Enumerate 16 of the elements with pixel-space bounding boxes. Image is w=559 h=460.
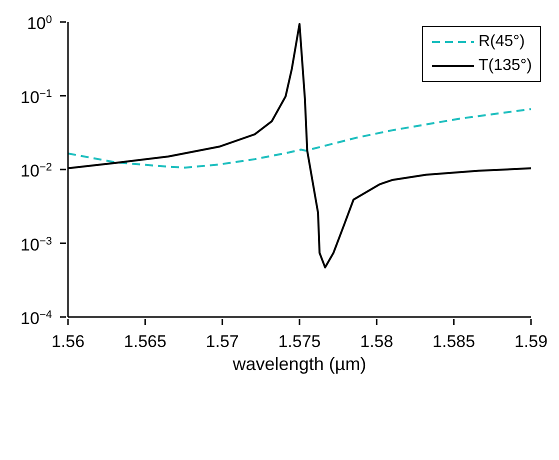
- y-tick-label: 10$^{−4}$: [20, 309, 52, 328]
- y-tick-label: 10$^{0}$: [26, 14, 52, 33]
- x-tick-label: 1.58: [360, 332, 394, 351]
- y-tick-label: 10$^{−2}$: [20, 162, 52, 180]
- x-tick-label: 1.585: [432, 332, 476, 351]
- legend-label: R(45°): [478, 33, 525, 51]
- legend-label: T(135°): [478, 57, 532, 75]
- x-axis-title: wavelength (µm): [232, 354, 366, 374]
- y-tick-label: 10$^{−1}$: [20, 88, 52, 107]
- x-tick-label: 1.565: [124, 332, 166, 351]
- x-tick-label: 1.575: [278, 332, 321, 351]
- x-tick-label: 1.57: [206, 332, 239, 351]
- line-series: [68, 108, 531, 169]
- x-tick-label: 1.59: [514, 332, 548, 351]
- x-tick-label: 1.56: [51, 332, 85, 351]
- y-tick-label: 10$^{−3}$: [20, 235, 52, 254]
